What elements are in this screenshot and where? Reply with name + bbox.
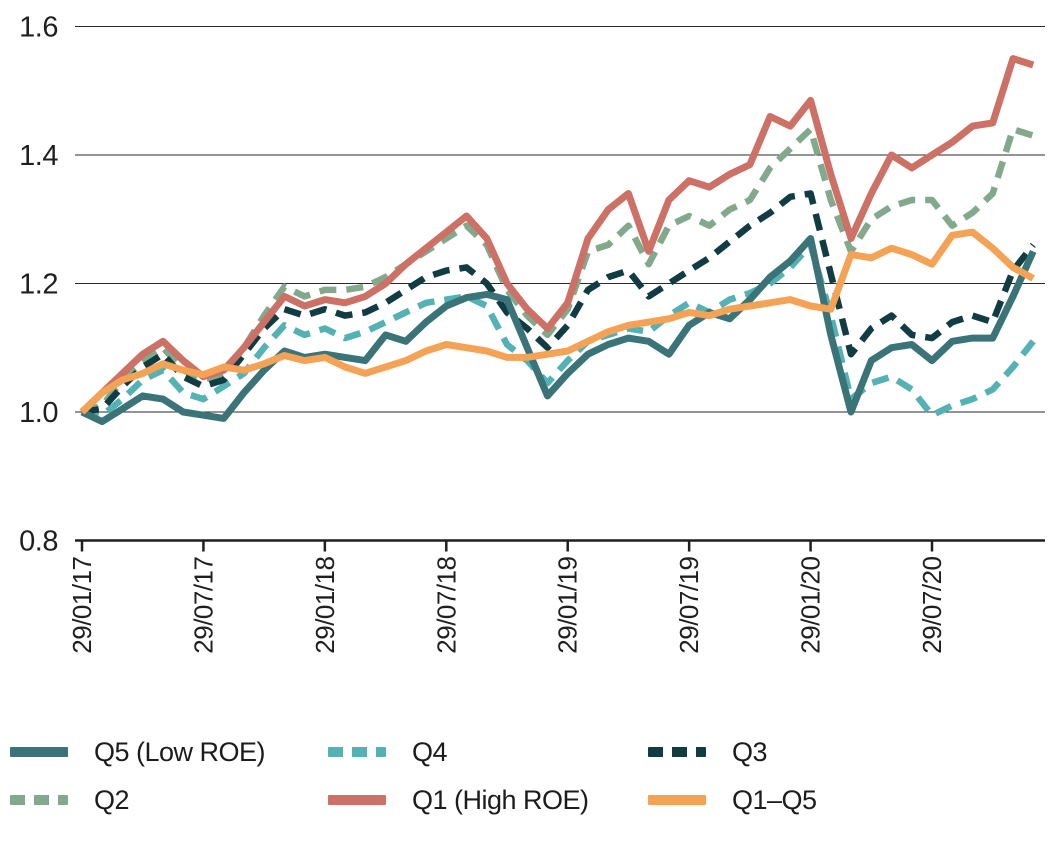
legend-label-q5: Q5 (Low ROE) — [94, 736, 266, 767]
x-tick-label: 29/07/19 — [674, 556, 704, 653]
series-line-q1-q5 — [79, 228, 1035, 415]
y-tick-label: 1.2 — [19, 269, 58, 301]
legend-swatch-q1-q5 — [648, 795, 706, 805]
line-chart: 0.8 1.0 1.2 1.4 1.6 29/01/17 29/07/17 29/01/18 2… — [19, 12, 1045, 654]
legend-swatch-q2 — [10, 795, 68, 805]
y-tick-label: 1.4 — [19, 140, 58, 172]
series-line-q3 — [81, 190, 1036, 416]
legend-item-q3: Q3 — [648, 737, 1057, 768]
legend-label-q3: Q3 — [732, 736, 768, 767]
legend-swatch-q4 — [328, 747, 386, 757]
legend-label-q1: Q1 (High ROE) — [412, 784, 589, 815]
legend-item-q1-minus-q5: Q1–Q5 — [648, 785, 1057, 816]
y-tick-label: 1.0 — [19, 397, 58, 429]
legend-item-q4: Q4 — [328, 737, 648, 768]
legend-swatch-q5 — [10, 747, 68, 757]
chart-legend: Q5 (Low ROE) Q4 Q3 Q2 Q1 (High ROE) Q1–Q… — [0, 732, 1057, 820]
x-tick-label: 29/01/17 — [67, 556, 97, 653]
y-tick-label: 0.8 — [19, 526, 58, 558]
legend-swatch-q3 — [648, 747, 706, 757]
legend-label-q4: Q4 — [412, 736, 448, 767]
chart-canvas: 0.8 1.0 1.2 1.4 1.6 29/01/17 29/07/17 29/01/18 2… — [19, 12, 1045, 654]
x-tick-label: 29/01/20 — [796, 556, 826, 653]
x-tick-label: 29/01/19 — [553, 556, 583, 653]
series-line-q5-low-roe — [80, 235, 1037, 426]
legend-item-q1-high-roe: Q1 (High ROE) — [328, 785, 648, 816]
series-line-q1-high-roe — [79, 55, 1035, 415]
x-tick-label: 29/07/17 — [188, 556, 218, 653]
legend-label-q2: Q2 — [94, 784, 130, 815]
legend-item-q2: Q2 — [10, 785, 328, 816]
series-line-q4 — [81, 241, 1036, 419]
legend-item-q5-low-roe: Q5 (Low ROE) — [10, 737, 328, 768]
x-tick-label: 29/07/18 — [431, 556, 461, 653]
legend-swatch-q1 — [328, 795, 386, 805]
x-tick-label: 29/01/18 — [310, 556, 340, 653]
x-tick-label: 29/07/20 — [917, 556, 947, 653]
y-tick-label: 1.6 — [19, 12, 58, 44]
legend-label-q1-q5: Q1–Q5 — [732, 784, 817, 815]
